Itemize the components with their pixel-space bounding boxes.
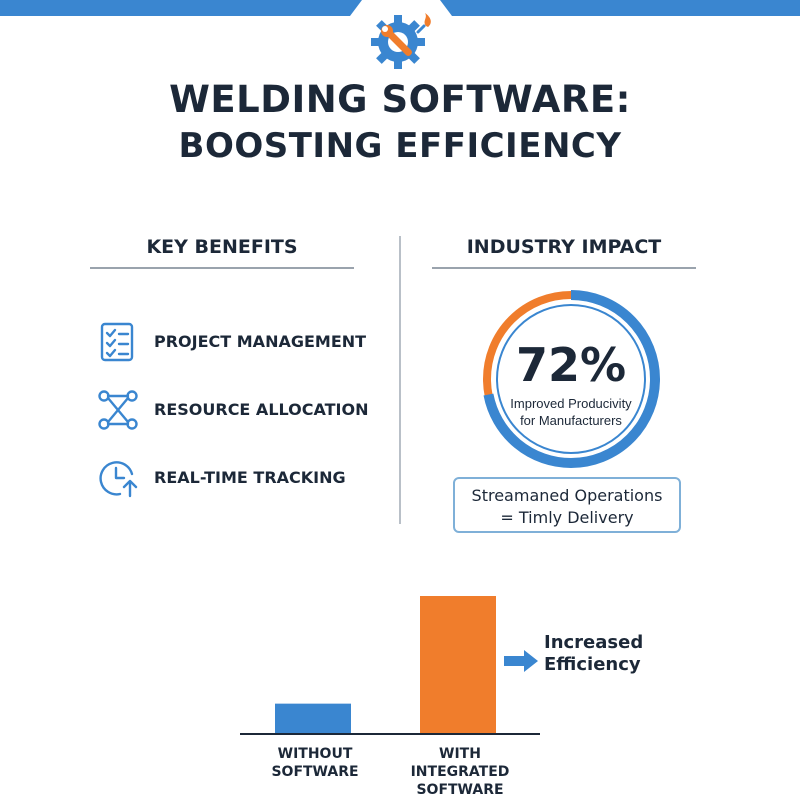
benefit-label: RESOURCE ALLOCATION bbox=[154, 400, 369, 419]
gear-wrench-flame-icon bbox=[368, 12, 438, 70]
benefit-project-management: PROJECT MANAGEMENT bbox=[96, 320, 376, 366]
arrow-right-icon bbox=[504, 650, 538, 672]
bar-with-integrated-software bbox=[420, 596, 496, 734]
bar-without-software bbox=[275, 703, 351, 734]
efficiency-annotation-line2: Efficiency bbox=[544, 654, 641, 675]
productivity-caption-line2: for Manufacturers bbox=[520, 413, 622, 428]
x-tick-label-line: WITHOUT SOFTWARE bbox=[271, 746, 359, 780]
page-title-line2: BOOSTING EFFICIENCY bbox=[178, 126, 622, 166]
ring-value-arc bbox=[482, 290, 660, 468]
operations-callout: Streamaned Operations = Timly Delivery bbox=[453, 477, 681, 533]
checklist-icon bbox=[96, 320, 140, 364]
operations-line2: = Timly Delivery bbox=[500, 508, 634, 527]
network-nodes-icon bbox=[96, 388, 140, 432]
operations-line1: Streamaned Operations bbox=[471, 486, 663, 505]
benefit-label: REAL-TIME TRACKING bbox=[154, 468, 346, 487]
clock-arrow-icon bbox=[96, 456, 140, 500]
x-tick-label-line: SOFTWARE bbox=[416, 782, 504, 798]
top-band bbox=[0, 0, 800, 16]
benefit-label: PROJECT MANAGEMENT bbox=[154, 332, 367, 351]
efficiency-bar-chart bbox=[230, 580, 650, 790]
x-tick-label-line: WITH INTEGRATED bbox=[410, 746, 510, 780]
productivity-stat-value: 72% bbox=[515, 338, 627, 392]
key-benefits-rule bbox=[90, 267, 354, 269]
x-tick-label-without-software: WITHOUT SOFTWARE bbox=[242, 745, 388, 781]
ring-inner-outline bbox=[496, 304, 646, 454]
key-benefits-heading: KEY BENEFITS bbox=[146, 236, 298, 258]
x-tick-label-with-integrated-software: WITH INTEGRATED SOFTWARE bbox=[390, 745, 530, 799]
benefit-real-time-tracking: REAL-TIME TRACKING bbox=[96, 456, 376, 502]
productivity-ring-chart bbox=[476, 284, 666, 474]
productivity-caption-line1: Improved Producivity bbox=[510, 396, 632, 411]
industry-impact-heading: INDUSTRY IMPACT bbox=[466, 236, 662, 258]
industry-impact-rule bbox=[432, 267, 696, 269]
benefit-resource-allocation: RESOURCE ALLOCATION bbox=[96, 388, 376, 434]
column-divider bbox=[399, 236, 401, 524]
efficiency-annotation-line1: Increased bbox=[544, 632, 644, 653]
page-title-line1: WELDING SOFTWARE: bbox=[169, 78, 631, 121]
